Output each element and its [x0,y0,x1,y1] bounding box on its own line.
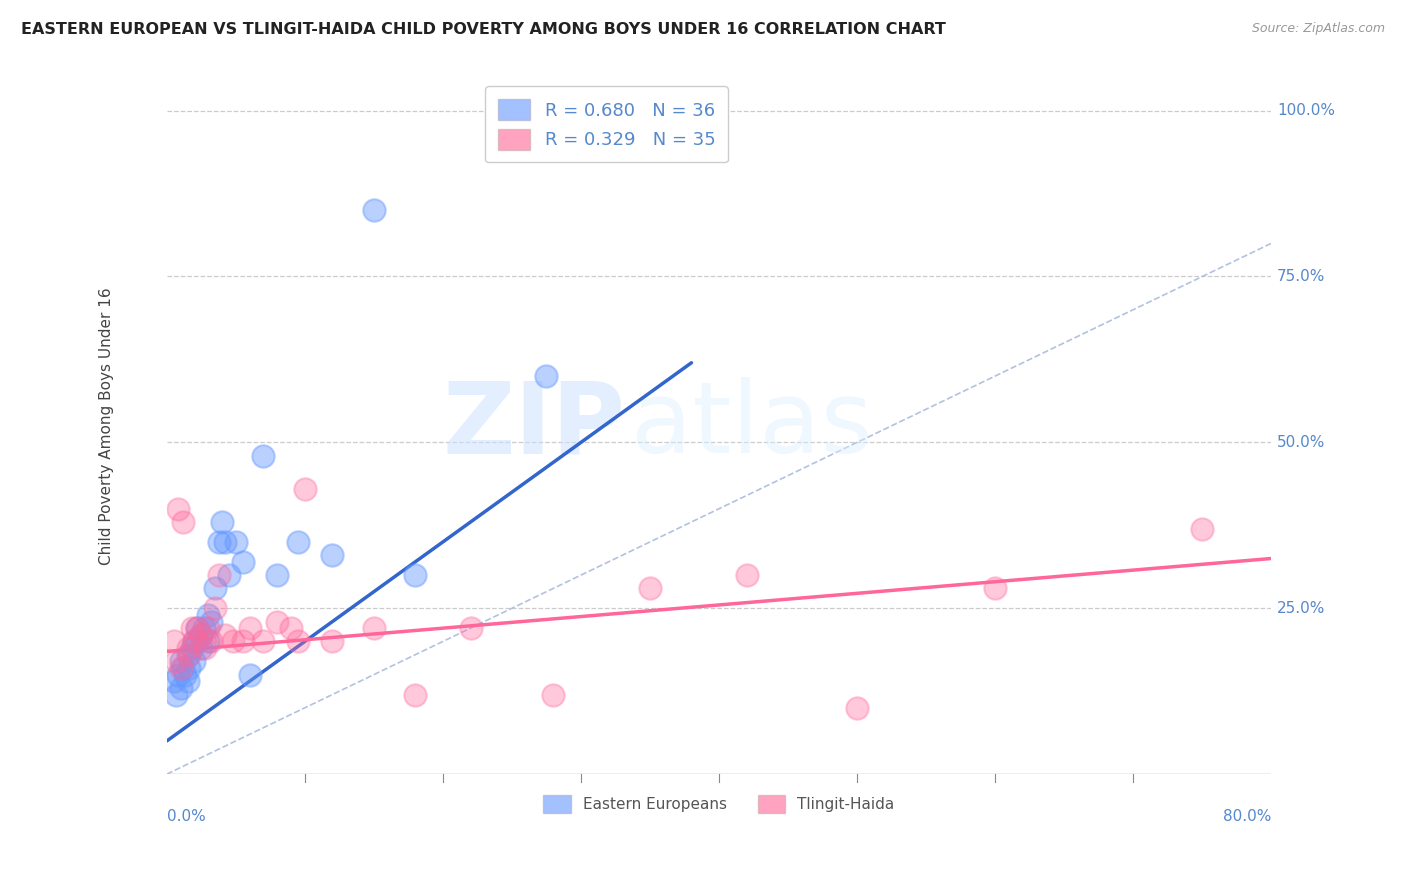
Point [197,621,219,635]
Point [169,654,191,668]
Point [183,634,205,648]
Text: 25.0%: 25.0% [1277,600,1326,615]
Point [163,674,186,689]
Point [186,621,208,635]
Point [536,369,558,384]
Point [176,674,198,689]
Point [239,667,262,681]
Point [176,648,198,662]
Point [166,667,188,681]
Point [222,634,245,648]
Point [266,568,288,582]
Point [543,688,565,702]
Point [208,568,231,582]
Point [211,515,233,529]
Point [176,641,198,656]
Point [163,634,186,648]
Point [239,621,262,635]
Point [1191,522,1213,536]
Point [214,628,236,642]
Point [177,661,200,675]
Point [363,203,385,218]
Point [186,634,208,648]
Point [194,641,217,656]
Point [173,667,195,681]
Point [321,634,343,648]
Point [735,568,758,582]
Point [218,568,240,582]
Point [404,568,426,582]
Point [321,548,343,562]
Point [169,681,191,695]
Point [984,582,1007,596]
Point [232,555,254,569]
Text: 50.0%: 50.0% [1277,435,1326,450]
Point [186,621,208,635]
Text: 80.0%: 80.0% [1223,809,1271,824]
Point [204,601,226,615]
Point [197,607,219,622]
Point [190,628,212,642]
Point [190,641,212,656]
Text: EASTERN EUROPEAN VS TLINGIT-HAIDA CHILD POVERTY AMONG BOYS UNDER 16 CORRELATION : EASTERN EUROPEAN VS TLINGIT-HAIDA CHILD … [21,22,946,37]
Point [183,654,205,668]
Point [183,634,205,648]
Point [172,661,194,675]
Point [363,621,385,635]
Text: ZIP: ZIP [443,377,626,475]
Point [200,634,222,648]
Point [190,628,212,642]
Text: Source: ZipAtlas.com: Source: ZipAtlas.com [1251,22,1385,36]
Point [166,501,188,516]
Legend: Eastern Europeans, Tlingit-Haida: Eastern Europeans, Tlingit-Haida [537,789,901,819]
Point [252,449,274,463]
Point [294,482,316,496]
Point [287,634,309,648]
Point [172,515,194,529]
Point [214,535,236,549]
Point [225,535,247,549]
Point [404,688,426,702]
Point [197,634,219,648]
Point [232,634,254,648]
Point [460,621,482,635]
Point [208,535,231,549]
Point [280,621,302,635]
Point [638,582,661,596]
Point [169,661,191,675]
Point [166,654,188,668]
Text: 75.0%: 75.0% [1277,269,1326,284]
Text: 100.0%: 100.0% [1277,103,1334,118]
Point [846,700,869,714]
Point [287,535,309,549]
Text: atlas: atlas [631,377,872,475]
Point [252,634,274,648]
Point [204,582,226,596]
Point [200,615,222,629]
Point [177,648,200,662]
Text: 0.0%: 0.0% [167,809,205,824]
Point [180,621,202,635]
Point [266,615,288,629]
Point [193,621,215,635]
Text: Child Poverty Among Boys Under 16: Child Poverty Among Boys Under 16 [98,287,114,565]
Point [180,641,202,656]
Point [166,688,188,702]
